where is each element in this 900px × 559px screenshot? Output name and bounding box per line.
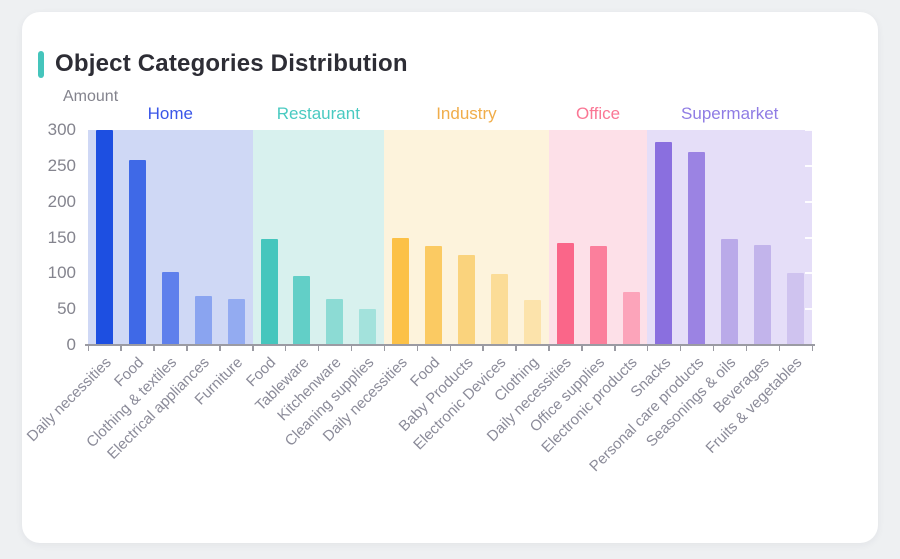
bar-office-1[interactable]	[589, 246, 607, 345]
x-axis-tick	[646, 345, 649, 351]
x-axis-tick	[252, 345, 254, 351]
x-axis-tick	[548, 345, 550, 351]
bar-supermarket-0[interactable]	[655, 142, 673, 345]
bar-office-0[interactable]	[556, 243, 574, 345]
x-axis-tick	[515, 345, 517, 351]
chart-title: Object Categories Distribution	[55, 50, 408, 77]
bar-industry-3[interactable]	[490, 274, 508, 345]
x-axis-tick	[284, 345, 287, 351]
x-axis-tick	[120, 345, 122, 351]
x-axis-tick	[811, 345, 813, 351]
y-axis-tick-label: 50	[57, 299, 76, 319]
bar-industry-4[interactable]	[523, 299, 541, 345]
bar-industry-1[interactable]	[425, 246, 443, 345]
bar-home-2[interactable]	[161, 271, 179, 345]
y-axis-tick-label: 0	[66, 335, 76, 354]
y-axis-tick-label: 150	[47, 227, 76, 247]
x-axis-tick	[317, 345, 320, 351]
x-axis-tick	[186, 345, 188, 351]
bar-office-2[interactable]	[622, 291, 640, 345]
group-label-industry: Industry	[436, 104, 497, 123]
chart-card: Object Categories Distribution Amount Ho…	[22, 12, 878, 543]
bar-restaurant-0[interactable]	[260, 238, 278, 345]
x-axis-tick	[87, 345, 89, 351]
x-axis-tick	[350, 345, 353, 351]
bar-home-0[interactable]	[95, 130, 113, 345]
bar-supermarket-2[interactable]	[721, 238, 739, 345]
group-label-restaurant: Restaurant	[276, 104, 360, 123]
bar-supermarket-1[interactable]	[688, 151, 706, 345]
bar-supermarket-4[interactable]	[787, 272, 805, 345]
bar-restaurant-2[interactable]	[326, 299, 344, 345]
bar-restaurant-3[interactable]	[359, 309, 377, 345]
y-axis-tick-label: 250	[47, 155, 76, 175]
x-axis-tick	[581, 345, 583, 351]
x-axis-tick	[416, 345, 419, 351]
bar-supermarket-3[interactable]	[754, 244, 772, 345]
y-axis-tick-label: 300	[47, 120, 76, 139]
y-axis-label: Amount	[63, 88, 119, 105]
right-axis-tick	[805, 308, 812, 311]
x-axis-tick	[383, 345, 386, 351]
x-axis-tick	[712, 345, 715, 351]
y-axis-tick-label: 100	[47, 263, 76, 283]
x-axis-tick	[679, 345, 682, 351]
x-axis-tick	[153, 345, 155, 351]
x-axis-tick	[219, 345, 221, 351]
bar-home-3[interactable]	[194, 295, 212, 345]
group-label-supermarket: Supermarket	[681, 104, 779, 123]
right-axis-tick	[805, 236, 812, 239]
bar-home-1[interactable]	[128, 160, 146, 345]
group-label-office: Office	[576, 104, 621, 123]
right-axis-tick	[805, 272, 812, 275]
bar-industry-2[interactable]	[457, 254, 475, 345]
right-axis-tick	[805, 200, 812, 203]
title-accent-bar	[38, 50, 44, 78]
title-row: Object Categories Distribution	[38, 50, 408, 78]
x-axis-tick	[614, 345, 616, 351]
x-axis-tick	[482, 345, 484, 351]
bar-chart: Home Daily necessities Food Clothing & text…	[23, 104, 815, 475]
group-label-home: Home	[147, 104, 193, 123]
x-axis-tick	[778, 345, 781, 351]
right-axis-tick	[805, 164, 812, 167]
x-axis-tick	[449, 345, 451, 351]
bar-restaurant-1[interactable]	[293, 276, 311, 345]
bar-home-4[interactable]	[227, 299, 245, 345]
bar-industry-0[interactable]	[392, 237, 410, 345]
right-axis-tick	[805, 129, 812, 131]
x-axis-tick	[745, 345, 748, 351]
y-axis-tick-label: 200	[47, 191, 76, 211]
